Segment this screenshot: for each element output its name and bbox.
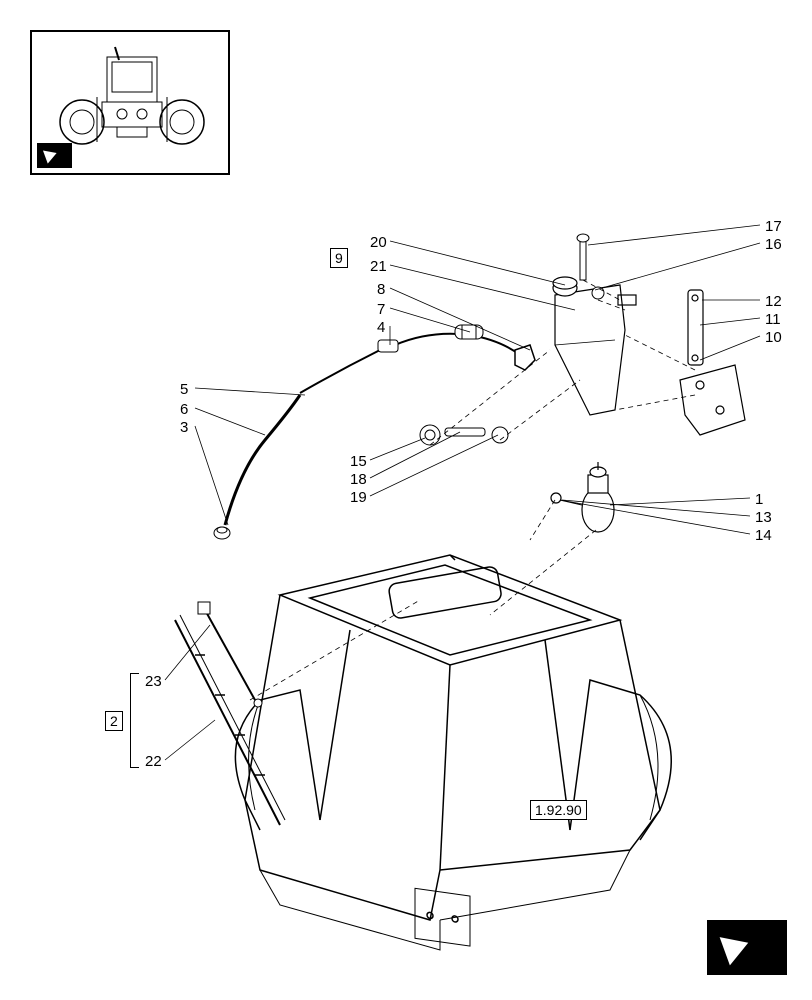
label-10: 10 <box>765 329 782 346</box>
label-17: 17 <box>765 218 782 235</box>
bracket-2 <box>130 673 131 768</box>
label-9-box: 9 <box>330 248 348 268</box>
label-11: 11 <box>765 311 781 328</box>
label-9: 9 <box>335 250 343 266</box>
label-1: 1 <box>755 491 763 508</box>
wiper-arm <box>198 602 262 707</box>
elbow-fitting <box>515 345 535 370</box>
main-diagram <box>0 0 812 1000</box>
label-22: 22 <box>145 753 162 770</box>
label-15: 15 <box>350 453 367 470</box>
label-5: 5 <box>180 381 188 398</box>
label-16: 16 <box>765 236 782 253</box>
label-23: 23 <box>145 673 162 690</box>
label-21: 21 <box>370 258 387 275</box>
bracket-plate <box>680 365 745 435</box>
wiper-blade <box>175 615 285 825</box>
nav-arrow-icon[interactable] <box>707 920 787 975</box>
label-3: 3 <box>180 419 188 436</box>
label-18: 18 <box>350 471 367 488</box>
label-2: 2 <box>110 713 118 729</box>
label-8: 8 <box>377 281 385 298</box>
label-13: 13 <box>755 509 772 526</box>
label-19: 19 <box>350 489 367 506</box>
wiper-motor <box>551 462 614 532</box>
ref-number: 1.92.90 <box>530 800 587 820</box>
label-12: 12 <box>765 293 782 310</box>
cab-frame <box>235 555 671 950</box>
label-20: 20 <box>370 234 387 251</box>
label-4: 4 <box>377 319 385 336</box>
dashed-lines <box>250 280 695 700</box>
label-6: 6 <box>180 401 188 418</box>
vertical-bracket <box>688 290 703 365</box>
leader-lines <box>165 225 760 760</box>
label-14: 14 <box>755 527 772 544</box>
hose-connector <box>378 340 398 352</box>
label-2-box: 2 <box>105 711 123 731</box>
label-7: 7 <box>377 301 385 318</box>
nozzle <box>214 527 230 539</box>
